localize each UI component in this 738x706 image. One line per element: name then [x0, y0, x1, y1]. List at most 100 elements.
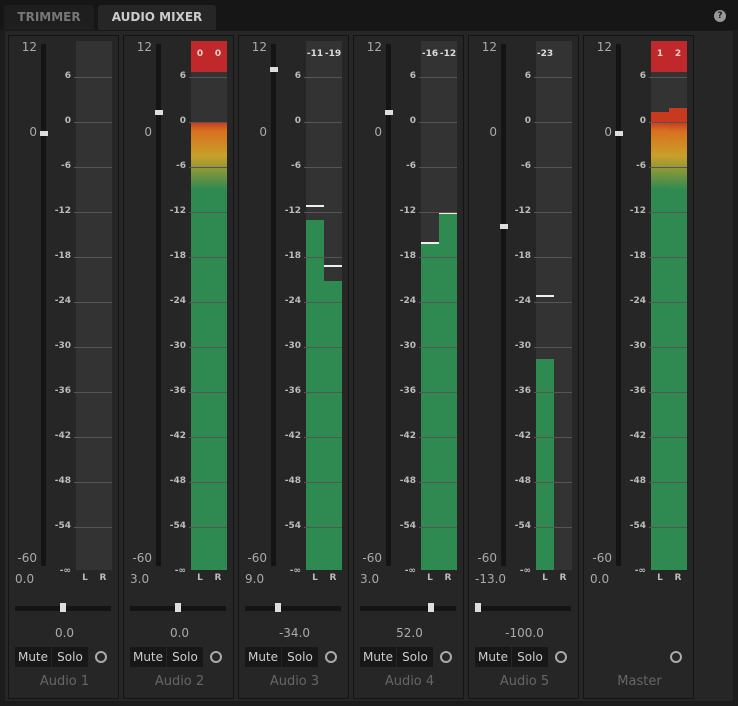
- meter-gridline: [74, 347, 112, 348]
- pan-slider[interactable]: [475, 603, 571, 612]
- meter-scale-label: -6: [636, 161, 646, 171]
- fader-scale-label: 0: [144, 125, 152, 140]
- record-arm-icon[interactable]: [210, 651, 222, 663]
- pan-slider[interactable]: [245, 603, 341, 612]
- volume-fader-handle[interactable]: [500, 223, 508, 229]
- meter-gridline: [649, 167, 687, 168]
- pan-handle[interactable]: [428, 603, 435, 612]
- meter-gridline: [649, 347, 687, 348]
- meter-right: 2: [669, 41, 687, 570]
- solo-button[interactable]: Solo: [512, 647, 548, 667]
- pan-slider[interactable]: [15, 603, 111, 612]
- meter-scale-label: 6: [294, 71, 301, 81]
- peak-indicator[interactable]: -11: [306, 49, 324, 59]
- peak-indicator[interactable]: -23: [536, 49, 554, 59]
- tab-audio-mixer[interactable]: AUDIO MIXER: [98, 5, 216, 30]
- channel-strip: 12 0 -60 -16 -12 6 0 -6 -12 -18 -24 -30 -36 -42 -48 -54…: [353, 35, 464, 699]
- meter-gridline: [419, 302, 457, 303]
- pan-handle[interactable]: [60, 603, 66, 612]
- solo-button[interactable]: Solo: [52, 647, 88, 667]
- meter-scale-label: -12: [54, 206, 71, 216]
- meter-gridline: [649, 392, 687, 393]
- volume-fader-handle[interactable]: [270, 67, 278, 73]
- peak-indicator[interactable]: 0: [191, 41, 209, 72]
- channel-strip: 12 0 -60 0 0 6 0 -6 -12 -18 -24 -30 -36 -42 -48 -54 -∞ L R…: [123, 35, 234, 699]
- pan-slider[interactable]: [130, 603, 226, 612]
- mute-button[interactable]: Mute: [15, 647, 51, 667]
- meter-scale-label: 0: [639, 116, 646, 126]
- pan-handle[interactable]: [175, 603, 181, 612]
- pan-handle[interactable]: [274, 603, 281, 612]
- meter-left: [76, 41, 94, 570]
- peak-indicator[interactable]: -19: [324, 49, 342, 59]
- volume-fader-track[interactable]: [616, 44, 621, 566]
- meter-scale-label: 6: [409, 71, 416, 81]
- channel-name: Audio 5: [499, 674, 550, 689]
- pan-slider[interactable]: [360, 603, 456, 612]
- meter-scale-label: -48: [54, 476, 71, 486]
- meter-gridline: [534, 122, 572, 123]
- mute-button[interactable]: Mute: [360, 647, 396, 667]
- meter-gridline: [189, 302, 227, 303]
- volume-fader-track[interactable]: [386, 44, 391, 566]
- channel-name: Audio 2: [154, 674, 205, 689]
- meter-scale-label: -18: [514, 251, 531, 261]
- meter-gridline: [649, 437, 687, 438]
- meter-scale-label: -42: [54, 431, 71, 441]
- meter-scale-label: -42: [399, 431, 416, 441]
- volume-fader-handle[interactable]: [615, 131, 623, 137]
- level-bar: [191, 122, 209, 570]
- meter-gridline: [534, 437, 572, 438]
- meter-scale-label: -6: [291, 161, 301, 171]
- pan-value: 0.0: [54, 626, 75, 640]
- peak-indicator[interactable]: -16: [421, 49, 439, 59]
- solo-button[interactable]: Solo: [282, 647, 318, 667]
- record-arm-icon[interactable]: [670, 651, 682, 663]
- meter-gridline: [649, 527, 687, 528]
- record-arm-icon[interactable]: [555, 651, 567, 663]
- peak-indicator[interactable]: 2: [669, 41, 687, 72]
- pan-handle[interactable]: [475, 603, 481, 612]
- peak-indicator[interactable]: [76, 41, 94, 72]
- meter-gridline: [74, 77, 112, 78]
- meter-gridline: [304, 482, 342, 483]
- peak-hold-line: [324, 264, 342, 267]
- solo-button[interactable]: Solo: [397, 647, 433, 667]
- peak-indicator[interactable]: [554, 41, 572, 72]
- meter-gridline: [74, 302, 112, 303]
- mute-button[interactable]: Mute: [245, 647, 281, 667]
- volume-value: 0.0: [15, 572, 35, 586]
- meter-scale-label: -42: [284, 431, 301, 441]
- volume-fader-track[interactable]: [501, 44, 506, 566]
- meter-gridline: [534, 527, 572, 528]
- help-icon[interactable]: ?: [714, 10, 726, 22]
- volume-fader-track[interactable]: [271, 44, 276, 566]
- record-arm-icon[interactable]: [325, 651, 337, 663]
- meter-gridline: [189, 167, 227, 168]
- record-arm-icon[interactable]: [440, 651, 452, 663]
- tab-trimmer[interactable]: TRIMMER: [4, 5, 94, 30]
- volume-fader-handle[interactable]: [155, 109, 163, 115]
- record-arm-icon[interactable]: [95, 651, 107, 663]
- solo-button[interactable]: Solo: [167, 647, 203, 667]
- volume-fader-handle[interactable]: [40, 131, 48, 137]
- peak-indicator[interactable]: 0: [209, 41, 227, 72]
- meter-scale-label: -18: [399, 251, 416, 261]
- meter-scale-label: -24: [514, 296, 531, 306]
- volume-fader-track[interactable]: [41, 44, 46, 566]
- meter-gridline: [534, 392, 572, 393]
- meter-label-left: L: [197, 573, 203, 583]
- fader-scale-label: -60: [362, 551, 382, 566]
- peak-indicator[interactable]: 1: [651, 41, 669, 72]
- volume-fader-track[interactable]: [156, 44, 161, 566]
- volume-fader-handle[interactable]: [385, 109, 393, 115]
- mute-button[interactable]: Mute: [130, 647, 166, 667]
- fader-scale-label: 0: [29, 125, 37, 140]
- level-bar: [439, 212, 457, 570]
- peak-indicator[interactable]: [94, 41, 112, 72]
- mute-button[interactable]: Mute: [475, 647, 511, 667]
- meter-gridline: [649, 257, 687, 258]
- fader-scale-label: -60: [477, 551, 497, 566]
- peak-indicator[interactable]: -12: [439, 49, 457, 59]
- meter-scale-label: 0: [64, 116, 71, 126]
